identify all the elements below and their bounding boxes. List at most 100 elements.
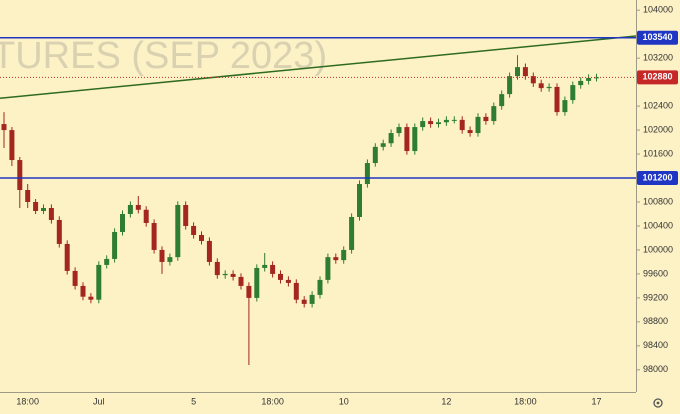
y-tick-label: 104000 <box>643 5 673 15</box>
candle-body <box>206 240 212 262</box>
candle-body <box>175 204 181 258</box>
candle-body <box>364 163 370 185</box>
candle-body <box>412 127 418 152</box>
price-label: 101200 <box>642 172 672 182</box>
candle-body <box>88 296 94 300</box>
candle-body <box>191 225 197 235</box>
x-tick-label: 18:00 <box>261 396 284 406</box>
price-label: 103540 <box>642 32 672 42</box>
candle-body <box>293 282 299 300</box>
candle-body <box>475 116 481 134</box>
candle-body <box>230 273 236 277</box>
candle-body <box>104 258 110 265</box>
candle-body <box>459 119 465 131</box>
y-tick-label: 100800 <box>643 196 673 206</box>
candle-body <box>56 219 62 244</box>
candle-body <box>127 204 133 214</box>
candle-body <box>586 77 592 81</box>
candle-body <box>594 77 599 79</box>
candle-body <box>349 216 355 250</box>
candle-body <box>333 257 339 261</box>
y-tick-label: 103200 <box>643 53 673 63</box>
candle-body <box>143 209 149 223</box>
last-price-label-bg <box>637 70 678 85</box>
candle-body <box>428 121 434 125</box>
candle-body <box>443 119 449 123</box>
candle-body <box>396 127 402 134</box>
candle-body <box>278 273 283 280</box>
x-tick-label: Jul <box>93 396 105 406</box>
candle-body <box>151 222 157 250</box>
y-tick-label: 98000 <box>643 364 668 374</box>
x-tick-label: 10 <box>339 396 349 406</box>
candle-body <box>262 264 268 268</box>
candle-body <box>499 94 505 107</box>
candle-body <box>64 243 70 271</box>
settings-icon[interactable] <box>653 398 663 408</box>
x-tick-label: 5 <box>191 396 196 406</box>
candle-body <box>325 257 331 280</box>
candle-body <box>270 264 276 274</box>
y-tick-label: 102400 <box>643 100 673 110</box>
candle-body <box>48 207 54 220</box>
y-tick-label: 99600 <box>643 268 668 278</box>
y-tick-label: 99200 <box>643 292 668 302</box>
candle-body <box>17 160 23 191</box>
candle-body <box>214 261 220 276</box>
candle-body <box>562 100 568 113</box>
settings-icon-center <box>656 401 660 405</box>
settings-button[interactable] <box>653 398 663 408</box>
candle-body <box>285 279 291 283</box>
candle-body <box>507 76 513 95</box>
candle-body <box>309 294 315 304</box>
candle-body <box>404 127 410 152</box>
y-tick-label: 101600 <box>643 148 673 158</box>
y-tick-label: 102000 <box>643 124 673 134</box>
candle-body <box>467 130 473 134</box>
last-price-label: 102880 <box>642 72 672 82</box>
candle-body <box>372 146 378 164</box>
candle-body <box>491 106 497 122</box>
candle-body <box>246 285 252 298</box>
candle-body <box>33 201 39 211</box>
y-tick-label: 100000 <box>643 244 673 254</box>
trend-line <box>0 35 637 100</box>
candle-body <box>546 86 552 89</box>
candle-body <box>570 85 576 101</box>
x-tick-label: 18:00 <box>514 396 537 406</box>
candle-body <box>388 133 394 144</box>
y-tick-label: 100400 <box>643 220 673 230</box>
price-label-bg <box>637 30 678 45</box>
candle-body <box>301 299 307 304</box>
candle-body <box>167 257 173 262</box>
candle-body <box>41 207 46 211</box>
candle-body <box>96 264 102 300</box>
x-tick-label: 18:00 <box>16 396 39 406</box>
candle-body <box>9 130 15 161</box>
candle-body <box>522 67 528 77</box>
candle-body <box>183 204 189 226</box>
candle-body <box>530 76 536 84</box>
candle-body <box>380 143 386 147</box>
candle-body <box>578 80 584 86</box>
candle-body <box>554 86 560 113</box>
x-tick-label: 12 <box>441 396 451 406</box>
candle-body <box>199 234 204 241</box>
candle-body <box>515 67 520 77</box>
candle-body <box>420 121 426 128</box>
candle-body <box>112 231 118 259</box>
price-label-bg <box>637 171 678 186</box>
y-tick-label: 98800 <box>643 316 668 326</box>
candle-body <box>254 267 260 298</box>
candle-body <box>451 119 457 121</box>
candle-body <box>436 122 441 125</box>
candle-body <box>25 190 31 202</box>
candle-body <box>222 273 228 276</box>
watermark: TURES (SEP 2023) <box>0 35 327 77</box>
candle-body <box>159 249 165 262</box>
candle-body <box>72 270 78 286</box>
candle-body <box>341 249 347 261</box>
candle-body <box>238 276 244 286</box>
candle-body <box>135 204 141 210</box>
